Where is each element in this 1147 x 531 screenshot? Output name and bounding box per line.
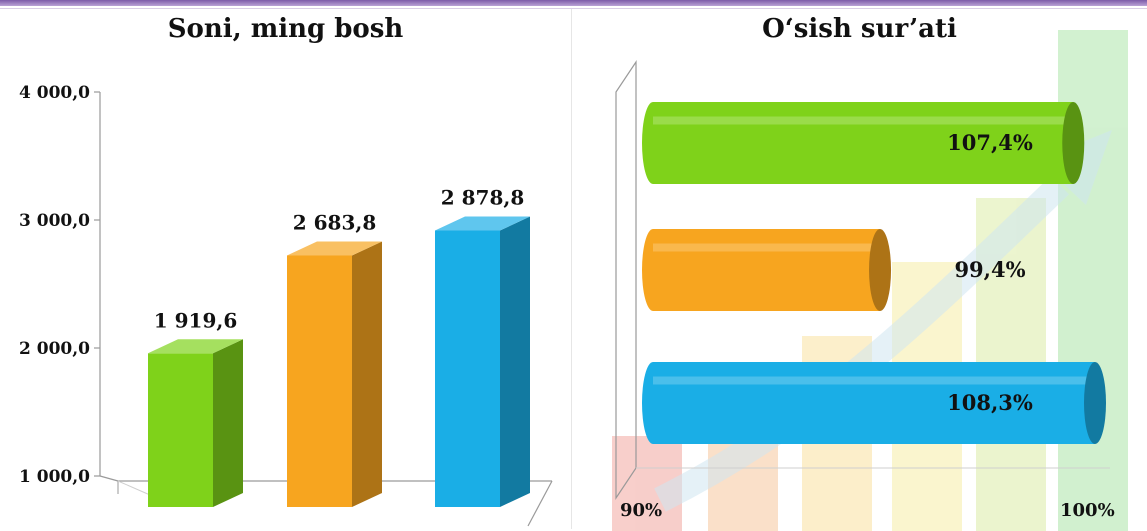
y-tick-label: 4 000,0 bbox=[19, 83, 90, 103]
y-tick-label: 1 000,0 bbox=[19, 467, 90, 487]
cylinder-body bbox=[642, 229, 881, 311]
top-border bbox=[0, 0, 1147, 9]
cylinder-cap bbox=[1084, 362, 1106, 444]
panel-divider bbox=[571, 9, 572, 529]
bar-value-label: 107,4% bbox=[947, 130, 1033, 155]
x-tick-label: 90% bbox=[620, 500, 662, 521]
bar-2: 99,4% bbox=[642, 229, 1026, 311]
bar-value-label: 2 878,8 bbox=[441, 186, 525, 210]
bar-value-label: 99,4% bbox=[954, 257, 1025, 282]
left-chart-title: Soni, ming bosh bbox=[167, 14, 404, 44]
bar-top bbox=[148, 339, 243, 354]
bar-side bbox=[213, 339, 243, 507]
x-tick-label: 100% bbox=[1060, 500, 1115, 521]
bar-top bbox=[435, 216, 530, 231]
right-axis-frame bbox=[615, 60, 1110, 500]
bar-1: 1 919,6 bbox=[148, 308, 243, 507]
cylinder-cap bbox=[1062, 102, 1085, 184]
bar-side bbox=[352, 241, 382, 507]
cylinder-cap bbox=[869, 229, 892, 311]
bar-3: 2 878,8 bbox=[435, 186, 530, 507]
bar-1: 107,4% bbox=[642, 102, 1085, 184]
bar-value-label: 108,3% bbox=[947, 390, 1033, 415]
y-tick-label: 2 000,0 bbox=[19, 339, 90, 359]
bar-top bbox=[287, 241, 382, 256]
y-tick-label: 3 000,0 bbox=[19, 211, 90, 231]
bar-front bbox=[287, 255, 352, 507]
bar-value-label: 2 683,8 bbox=[293, 210, 377, 234]
bar-3: 108,3% bbox=[642, 362, 1106, 444]
bar-2: 2 683,8 bbox=[287, 210, 382, 507]
bar-front bbox=[148, 353, 213, 507]
right-chart-title: O‘sish sur’ati bbox=[762, 14, 957, 44]
bar-front bbox=[435, 230, 500, 507]
bar-value-label: 1 919,6 bbox=[154, 308, 238, 332]
bar-side bbox=[500, 216, 530, 507]
